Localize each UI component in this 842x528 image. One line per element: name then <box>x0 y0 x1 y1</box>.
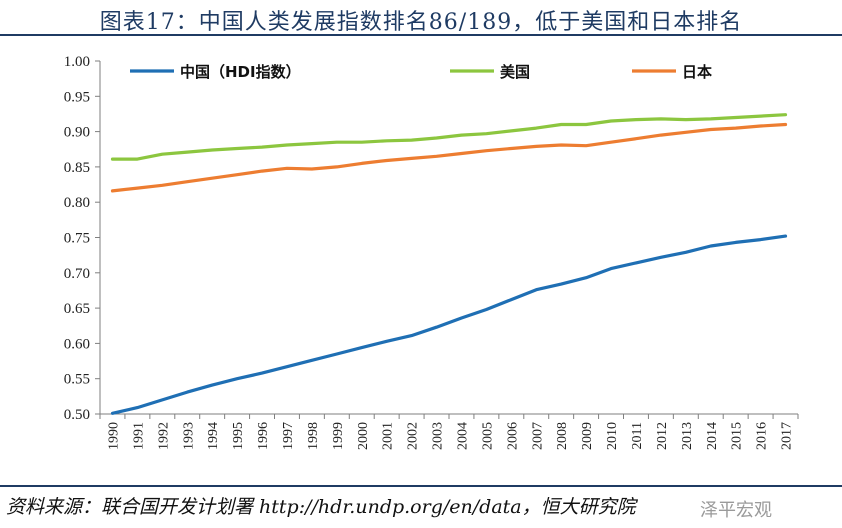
y-tick-label: 0.55 <box>64 372 90 388</box>
x-tick-label: 2007 <box>530 422 545 450</box>
legend-label-1: 美国 <box>500 63 530 81</box>
x-tick-label: 1996 <box>256 422 271 450</box>
source-rule <box>0 485 842 487</box>
series-line-2 <box>110 122 788 193</box>
y-tick-label: 0.85 <box>64 160 90 176</box>
x-tick-label: 2002 <box>406 422 421 450</box>
x-tick-label: 2000 <box>356 422 371 450</box>
y-axis-group: 0.50 0.55 0.60 0.65 0.70 0.75 0.80 0.85 0.90 0.95… <box>64 54 101 423</box>
x-tick-label: 1995 <box>231 422 246 450</box>
x-tick-label: 1997 <box>281 422 296 450</box>
x-tick-label: 2016 <box>755 422 770 450</box>
watermark: 泽平宏观 <box>700 500 772 521</box>
x-tick-label: 2010 <box>605 422 620 450</box>
legend-label-2: 日本 <box>682 63 712 81</box>
x-tick-label: 2004 <box>455 422 470 450</box>
x-tick-label: 1998 <box>306 422 321 450</box>
legend-label-0: 中国（HDI指数） <box>180 63 301 81</box>
y-tick-label: 0.70 <box>64 266 90 282</box>
x-tick-label: 1999 <box>331 422 346 450</box>
x-tick-label: 2011 <box>630 422 645 449</box>
y-tick-label: 0.95 <box>64 89 90 105</box>
series-line-1 <box>110 113 788 161</box>
x-tick-label: 2003 <box>431 422 446 450</box>
legend: 中国（HDI指数） 美国 日本 <box>130 63 712 81</box>
y-tick-label: 0.60 <box>64 336 90 352</box>
x-tick-label: 2005 <box>480 422 495 450</box>
x-tick-label: 1991 <box>131 422 146 450</box>
x-tick-label: 2001 <box>381 422 396 450</box>
x-tick-label: 1992 <box>156 422 171 450</box>
series-line-0 <box>110 234 788 415</box>
x-tick-label: 2006 <box>505 422 520 450</box>
y-tick-label: 0.80 <box>64 195 90 211</box>
x-tick-label: 2013 <box>680 422 695 450</box>
x-tick-label: 2017 <box>780 422 795 450</box>
y-tick-label: 0.65 <box>64 301 90 317</box>
x-tick-label: 1990 <box>106 422 121 450</box>
x-tick-label: 1993 <box>181 422 196 450</box>
x-tick-label: 2014 <box>705 422 720 450</box>
x-tick-label: 2012 <box>655 422 670 450</box>
x-tick-label: 2009 <box>580 422 595 450</box>
y-tick-label: 0.90 <box>64 125 90 141</box>
x-tick-label: 2015 <box>730 422 745 450</box>
x-tick-label: 2008 <box>555 422 570 450</box>
x-tick-label: 1994 <box>206 422 221 450</box>
series-group <box>110 113 788 415</box>
y-tick-label: 1.00 <box>64 54 90 70</box>
chart-title: 图表17：中国人类发展指数排名86/189，低于美国和日本排名 <box>99 10 743 35</box>
x-axis-group: 1990 1991 1992 1993 1994 1995 1996 1997 1998 1999… <box>99 413 799 450</box>
y-tick-label: 0.50 <box>64 407 90 423</box>
source-note: 资料来源：联合国开发计划署 http://hdr.undp.org/en/dat… <box>6 496 636 518</box>
y-tick-label: 0.75 <box>64 231 90 247</box>
title-rule <box>0 34 842 36</box>
